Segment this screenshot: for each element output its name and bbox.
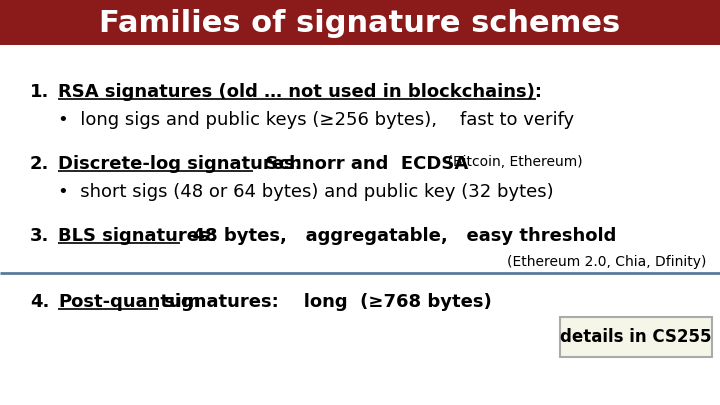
Text: Families of signature schemes: Families of signature schemes [99,9,621,38]
Text: Schnorr and  ECDSA: Schnorr and ECDSA [253,155,468,173]
Text: details in CS255: details in CS255 [560,328,712,346]
Text: (Ethereum 2.0, Chia, Dfinity): (Ethereum 2.0, Chia, Dfinity) [507,255,706,269]
Text: 2.: 2. [30,155,50,173]
FancyBboxPatch shape [560,317,712,357]
Text: 48 bytes,   aggregatable,   easy threshold: 48 bytes, aggregatable, easy threshold [180,227,616,245]
Text: (Bitcoin, Ethereum): (Bitcoin, Ethereum) [430,155,582,169]
Bar [0,0,720,45]
Text: BLS signatures:: BLS signatures: [58,227,217,245]
Text: 1.: 1. [30,83,50,101]
Text: 4.: 4. [30,293,50,311]
Text: •  short sigs (48 or 64 bytes) and public key (32 bytes): • short sigs (48 or 64 bytes) and public… [58,183,554,201]
Text: signatures:    long  (≥768 bytes): signatures: long (≥768 bytes) [158,293,492,311]
Text: •  long sigs and public keys (≥256 bytes),    fast to verify: • long sigs and public keys (≥256 bytes)… [58,111,574,129]
Text: RSA signatures (old … not used in blockchains):: RSA signatures (old … not used in blockc… [58,83,542,101]
Text: 3.: 3. [30,227,50,245]
Text: Post-quantum: Post-quantum [58,293,200,311]
Text: Discrete-log signatures:: Discrete-log signatures: [58,155,302,173]
